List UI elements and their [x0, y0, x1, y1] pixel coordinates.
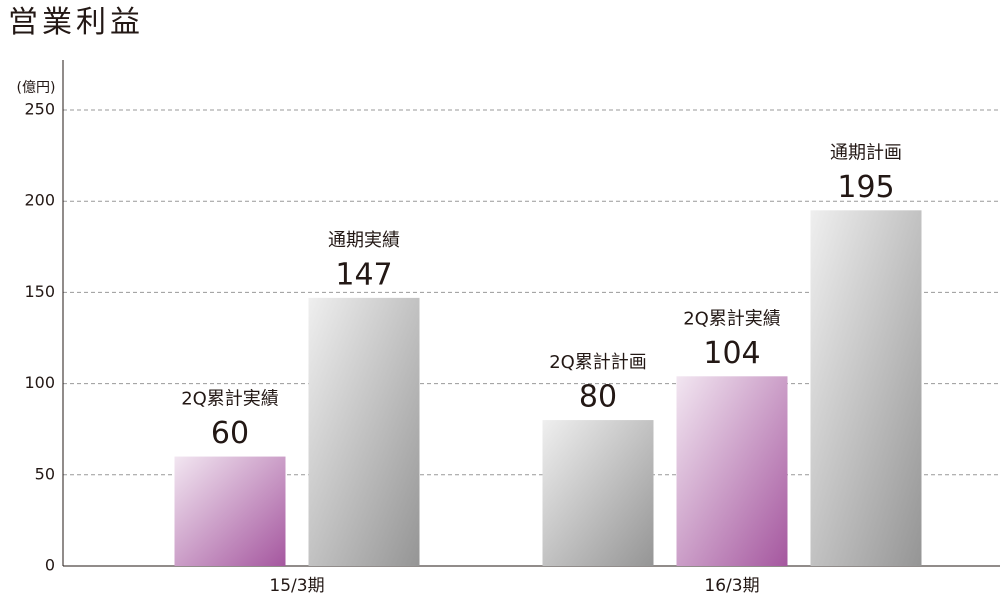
value-label: 195	[837, 170, 894, 205]
bar	[676, 376, 788, 566]
y-tick-label: 100	[24, 373, 55, 392]
y-tick-label: 200	[24, 191, 55, 210]
bar-label: 2Q累計実績	[181, 389, 279, 410]
chart-title: 営業利益	[8, 5, 144, 40]
bar	[174, 456, 286, 566]
value-label: 104	[703, 336, 760, 371]
value-label: 80	[579, 380, 617, 415]
y-tick-label: 150	[24, 282, 55, 301]
bar-label: 通期計画	[830, 142, 902, 163]
y-tick-label: 50	[35, 464, 55, 483]
y-tick-label: 250	[24, 100, 55, 119]
y-axis-label: (億円)	[17, 80, 56, 96]
bar-label: 2Q累計実績	[683, 308, 781, 329]
bar-label: 2Q累計計画	[549, 352, 647, 373]
bar	[810, 210, 922, 566]
y-tick-label: 0	[45, 556, 55, 575]
value-label: 60	[211, 416, 249, 451]
bar-label: 通期実績	[328, 230, 400, 251]
x-tick-label: 16/3期	[704, 576, 759, 596]
value-label: 147	[335, 257, 392, 292]
x-tick-label: 15/3期	[269, 576, 324, 596]
bar	[542, 420, 654, 566]
bar	[308, 297, 420, 566]
